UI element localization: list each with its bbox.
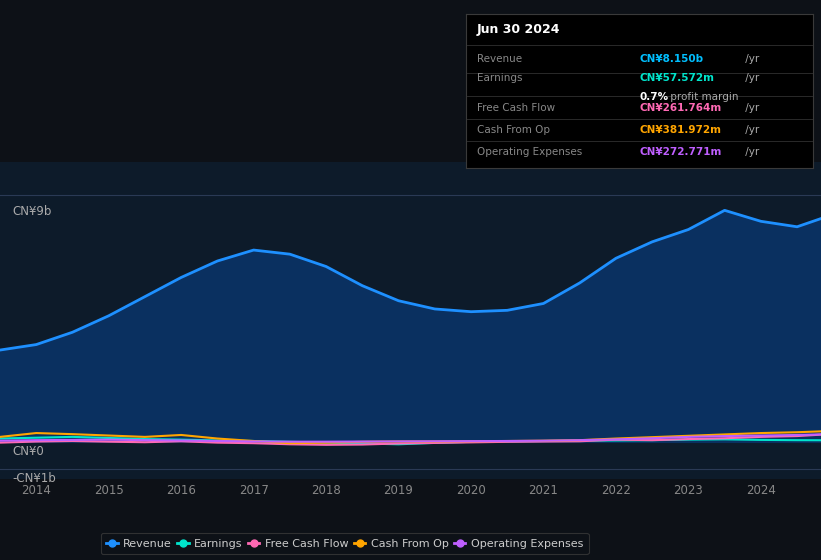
Text: CN¥8.150b: CN¥8.150b [640,54,704,64]
Text: CN¥381.972m: CN¥381.972m [640,125,722,136]
Text: /yr: /yr [741,73,759,83]
Text: profit margin: profit margin [667,92,739,102]
Text: -CN¥1b: -CN¥1b [12,472,56,485]
Text: /yr: /yr [741,125,759,136]
Text: 0.7%: 0.7% [640,92,668,102]
Text: CN¥261.764m: CN¥261.764m [640,103,722,113]
Text: Jun 30 2024: Jun 30 2024 [477,24,560,36]
Text: CN¥272.771m: CN¥272.771m [640,147,722,157]
Text: CN¥9b: CN¥9b [12,206,52,218]
Text: Revenue: Revenue [477,54,522,64]
Text: Free Cash Flow: Free Cash Flow [477,103,555,113]
Text: /yr: /yr [741,147,759,157]
Text: Earnings: Earnings [477,73,522,83]
Legend: Revenue, Earnings, Free Cash Flow, Cash From Op, Operating Expenses: Revenue, Earnings, Free Cash Flow, Cash … [101,533,589,554]
Text: Cash From Op: Cash From Op [477,125,550,136]
Text: CN¥57.572m: CN¥57.572m [640,73,714,83]
Text: /yr: /yr [741,54,759,64]
Text: Operating Expenses: Operating Expenses [477,147,582,157]
Text: /yr: /yr [741,103,759,113]
Text: CN¥0: CN¥0 [12,445,44,458]
